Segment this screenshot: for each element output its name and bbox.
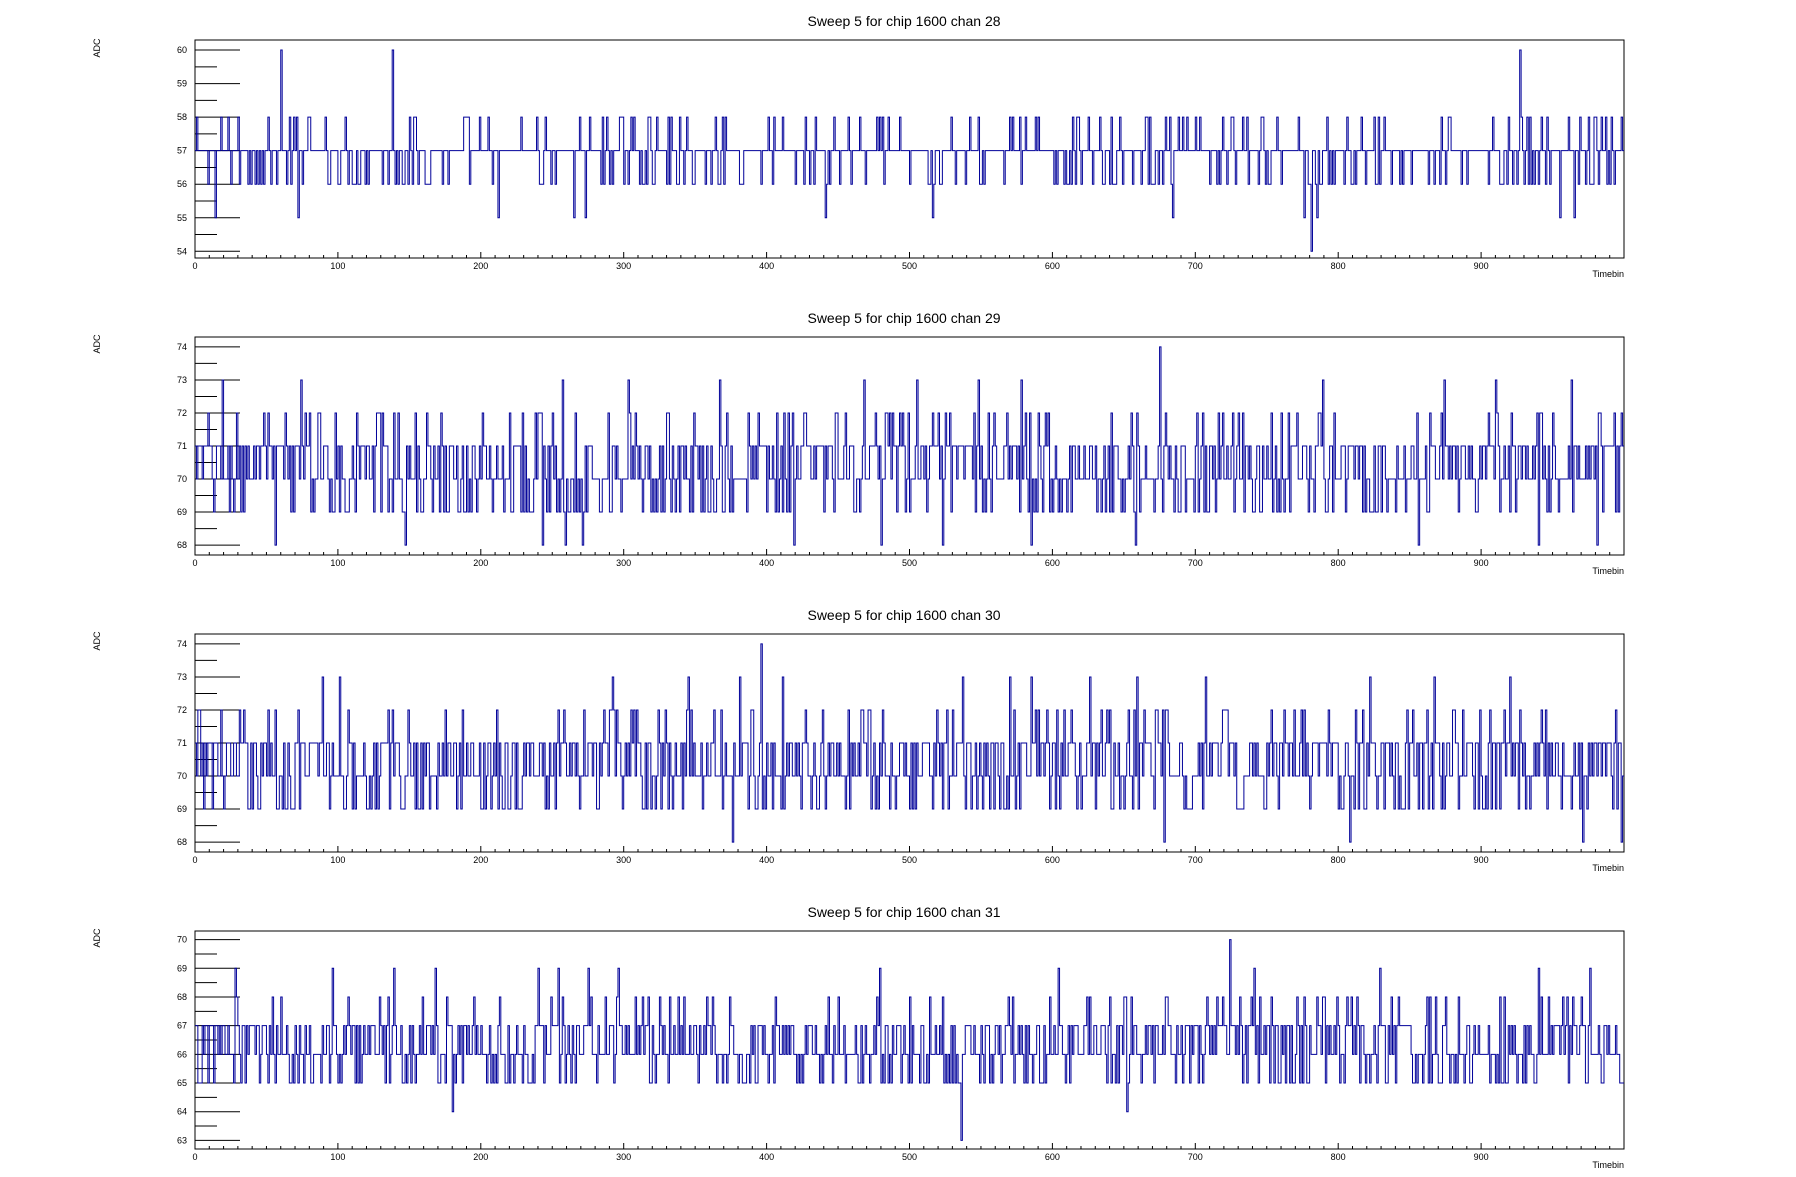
x-tick-label: 300 xyxy=(616,1152,631,1162)
y-tick-label: 59 xyxy=(177,79,187,89)
x-tick-label: 500 xyxy=(902,261,917,271)
y-tick-label: 69 xyxy=(177,963,187,973)
x-tick-label: 400 xyxy=(759,1152,774,1162)
x-tick-label: 300 xyxy=(616,261,631,271)
x-tick-label: 200 xyxy=(473,261,488,271)
y-tick-label: 73 xyxy=(177,672,187,682)
y-tick-label: 64 xyxy=(177,1107,187,1117)
y-axis-label: ADC xyxy=(92,928,102,948)
y-tick-label: 65 xyxy=(177,1078,187,1088)
y-tick-label: 68 xyxy=(177,992,187,1002)
x-tick-label: 200 xyxy=(473,855,488,865)
y-tick-label: 68 xyxy=(177,837,187,847)
x-axis-label: Timebin xyxy=(1592,863,1624,873)
adc-trace xyxy=(195,346,1624,546)
y-tick-label: 56 xyxy=(177,179,187,189)
y-tick-label: 69 xyxy=(177,804,187,814)
x-tick-label: 0 xyxy=(192,855,197,865)
x-tick-label: 600 xyxy=(1045,1152,1060,1162)
x-tick-label: 400 xyxy=(759,261,774,271)
x-tick-label: 600 xyxy=(1045,558,1060,568)
x-tick-label: 100 xyxy=(330,261,345,271)
panel-chan-30: Sweep 5 for chip 1600 chan 30 ADC Timebi… xyxy=(92,607,1624,873)
x-tick-label: 200 xyxy=(473,1152,488,1162)
y-tick-label: 71 xyxy=(177,441,187,451)
y-tick-label: 73 xyxy=(177,375,187,385)
panel-chan-28: Sweep 5 for chip 1600 chan 28 ADC Timebi… xyxy=(92,13,1624,279)
chart-title: Sweep 5 for chip 1600 chan 28 xyxy=(807,13,1000,29)
x-tick-label: 400 xyxy=(759,558,774,568)
x-tick-label: 900 xyxy=(1474,558,1489,568)
plot-area-2: 68 69 70 71 72 73 74 0 100 200 300 400 500 600 700 800 9… xyxy=(177,633,1625,865)
panel-chan-31: Sweep 5 for chip 1600 chan 31 ADC Timebi… xyxy=(92,904,1624,1170)
y-tick-label: 70 xyxy=(177,771,187,781)
x-tick-label: 500 xyxy=(902,855,917,865)
adc-trace xyxy=(195,49,1624,252)
x-tick-label: 400 xyxy=(759,855,774,865)
x-tick-label: 900 xyxy=(1474,855,1489,865)
x-tick-label: 0 xyxy=(192,1152,197,1162)
x-tick-label: 900 xyxy=(1474,1152,1489,1162)
y-tick-label: 69 xyxy=(177,507,187,517)
y-tick-label: 54 xyxy=(177,246,187,256)
x-tick-label: 900 xyxy=(1474,261,1489,271)
x-tick-label: 800 xyxy=(1331,558,1346,568)
x-tick-label: 0 xyxy=(192,261,197,271)
x-tick-label: 800 xyxy=(1331,261,1346,271)
y-tick-label: 57 xyxy=(177,146,187,156)
chart-title: Sweep 5 for chip 1600 chan 29 xyxy=(807,310,1000,326)
y-tick-label: 71 xyxy=(177,738,187,748)
x-tick-label: 700 xyxy=(1188,1152,1203,1162)
x-tick-label: 100 xyxy=(330,558,345,568)
y-axis-label: ADC xyxy=(92,334,102,354)
x-tick-label: 300 xyxy=(616,558,631,568)
y-tick-label: 55 xyxy=(177,213,187,223)
x-tick-label: 500 xyxy=(902,558,917,568)
chart-title: Sweep 5 for chip 1600 chan 31 xyxy=(807,904,1000,920)
y-tick-label: 60 xyxy=(177,45,187,55)
y-tick-label: 58 xyxy=(177,112,187,122)
x-tick-label: 700 xyxy=(1188,261,1203,271)
y-tick-label: 72 xyxy=(177,408,187,418)
adc-trace xyxy=(195,643,1624,843)
panel-chan-29: Sweep 5 for chip 1600 chan 29 ADC Timebi… xyxy=(92,310,1624,576)
x-axis-label: Timebin xyxy=(1592,1160,1624,1170)
y-tick-label: 72 xyxy=(177,705,187,715)
x-tick-label: 0 xyxy=(192,558,197,568)
y-axis-label: ADC xyxy=(92,38,102,58)
x-tick-label: 700 xyxy=(1188,558,1203,568)
x-tick-label: 800 xyxy=(1331,1152,1346,1162)
y-tick-label: 70 xyxy=(177,474,187,484)
adc-trace xyxy=(195,939,1624,1141)
x-tick-label: 600 xyxy=(1045,855,1060,865)
y-tick-label: 74 xyxy=(177,639,187,649)
x-tick-label: 800 xyxy=(1331,855,1346,865)
x-tick-label: 700 xyxy=(1188,855,1203,865)
x-tick-label: 100 xyxy=(330,855,345,865)
x-tick-label: 600 xyxy=(1045,261,1060,271)
y-tick-label: 63 xyxy=(177,1135,187,1145)
x-axis-label: Timebin xyxy=(1592,566,1624,576)
chart-title: Sweep 5 for chip 1600 chan 30 xyxy=(807,607,1000,623)
y-tick-label: 67 xyxy=(177,1021,187,1031)
x-tick-label: 200 xyxy=(473,558,488,568)
y-tick-label: 70 xyxy=(177,935,187,945)
x-tick-label: 300 xyxy=(616,855,631,865)
x-axis-label: Timebin xyxy=(1592,269,1624,279)
y-axis-label: ADC xyxy=(92,631,102,651)
y-tick-label: 68 xyxy=(177,540,187,550)
plot-area-1: 68 69 70 71 72 73 74 0 100 200 300 400 500 600 700 800 9… xyxy=(177,336,1625,568)
y-tick-label: 66 xyxy=(177,1049,187,1059)
x-tick-label: 100 xyxy=(330,1152,345,1162)
x-tick-label: 500 xyxy=(902,1152,917,1162)
y-tick-label: 74 xyxy=(177,342,187,352)
